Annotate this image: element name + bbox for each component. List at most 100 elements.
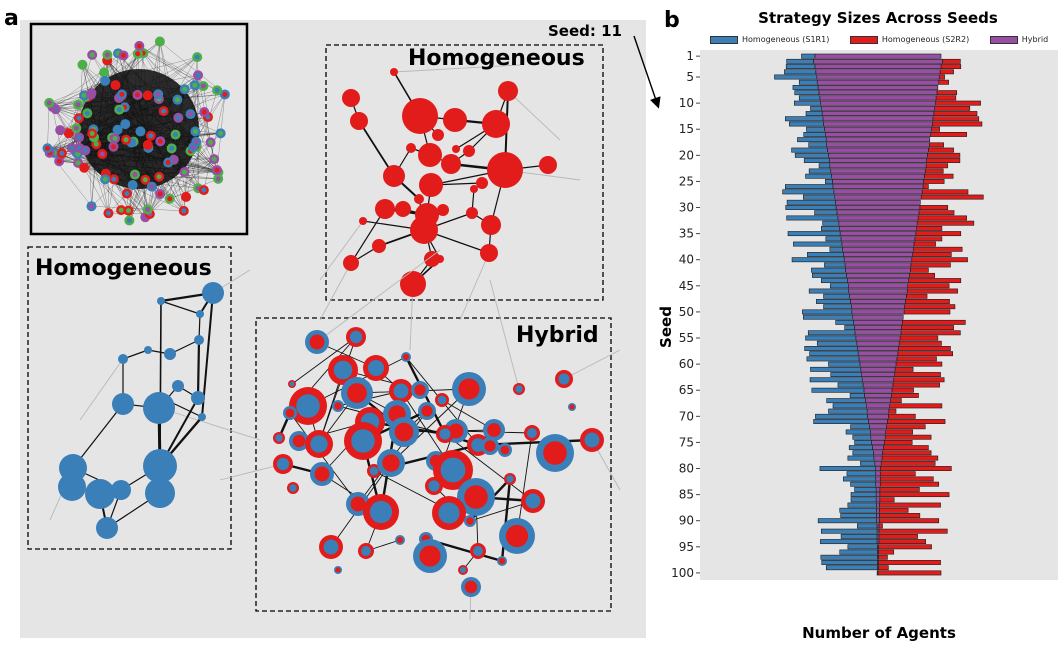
bar-hybrid-seed-18 (826, 142, 930, 148)
hybrid-cluster-node-core (515, 385, 523, 393)
bar-s1r1-seed-27 (782, 189, 835, 195)
full-network-node-core (181, 208, 187, 214)
bar-s1r1-seed-7 (792, 85, 819, 90)
homogeneous-blue-cluster-node (143, 449, 177, 483)
bar-s2r2-seed-23 (924, 168, 944, 174)
bar-hybrid-seed-67 (865, 398, 891, 404)
homogeneous-red-cluster-node (350, 112, 368, 130)
y-tick-label-100: 100 (671, 566, 694, 580)
y-tick-label-70: 70 (679, 409, 694, 423)
bar-s2r2-seed-41 (910, 262, 951, 268)
legend-swatch-s2r2 (849, 35, 878, 44)
homogeneous-blue-cluster-edge (196, 339, 201, 399)
homogeneous-red-cluster-faint-edge (507, 90, 561, 141)
full-network-node-core (116, 107, 122, 113)
full-network-node-core (201, 187, 207, 193)
bar-hybrid-seed-40 (843, 257, 913, 263)
bar-hybrid-seed-84 (875, 486, 881, 492)
bar-s2r2-seed-67 (890, 398, 902, 404)
homogeneous-red-cluster-node (466, 207, 478, 219)
bar-s2r2-seed-85 (879, 492, 950, 498)
bar-hybrid-seed-68 (866, 403, 891, 409)
bar-s1r1-seed-26 (785, 184, 834, 190)
hybrid-cluster-node-core (347, 383, 367, 403)
bar-hybrid-seed-33 (838, 220, 918, 226)
hybrid-cluster-node-core (333, 360, 353, 380)
homogeneous-blue-cluster-node (112, 393, 134, 415)
bar-s2r2-seed-83 (879, 481, 940, 487)
bar-hybrid-seed-77 (873, 450, 883, 456)
bar-s2r2-seed-32 (917, 215, 967, 221)
hybrid-cluster-node-core (543, 441, 567, 465)
full-network-node-core (102, 176, 108, 182)
bar-hybrid-seed-19 (827, 147, 929, 153)
bar-s2r2-seed-55 (899, 335, 939, 341)
hybrid-cluster-node-core (419, 545, 441, 567)
bar-s2r2-seed-52 (902, 319, 966, 325)
full-network-node-core (149, 184, 155, 190)
full-network-node-core (126, 217, 132, 223)
bar-s1r1-seed-71 (813, 419, 869, 424)
homogeneous-blue-cluster-node (145, 478, 175, 508)
full-network-node-core (136, 43, 142, 49)
full-network-node-core (214, 87, 220, 93)
full-network-node-core (122, 121, 128, 127)
hybrid-cluster-node-core (466, 517, 474, 525)
bar-s2r2-seed-2 (942, 58, 961, 64)
bar-s2r2-seed-63 (893, 377, 945, 383)
full-network-node-core (218, 130, 224, 136)
bar-hybrid-seed-98 (877, 560, 879, 565)
legend-item-s1r1: Homogeneous (S1R1) (710, 35, 829, 44)
hybrid-cluster-node-core (464, 580, 478, 594)
bar-s2r2-seed-73 (885, 429, 913, 435)
full-network-node-core (167, 196, 173, 202)
bar-s2r2-seed-43 (909, 272, 936, 278)
homogeneous-red-cluster-node (402, 98, 438, 134)
full-network-node-core (56, 158, 62, 164)
y-tick-label-5: 5 (686, 70, 694, 84)
homogeneous-blue-cluster-faint-edge (159, 407, 261, 441)
homogeneous-blue-cluster-node (198, 413, 206, 421)
bar-s2r2-seed-15 (931, 126, 940, 132)
cluster-title-homogeneous-red: Homogeneous (408, 46, 585, 71)
bar-hybrid-seed-51 (852, 314, 904, 320)
hybrid-cluster-node-core (438, 502, 460, 524)
bar-s1r1-seed-55 (805, 335, 857, 341)
bar-s1r1-seed-10 (794, 100, 821, 106)
panel-a-label: a (4, 6, 19, 31)
full-network-node-core (137, 128, 143, 134)
full-network-node-core (102, 78, 108, 84)
bar-hybrid-seed-70 (867, 413, 889, 419)
hybrid-cluster-node-core (500, 445, 510, 455)
bar-s2r2-seed-96 (878, 549, 895, 555)
bar-hybrid-seed-89 (876, 513, 880, 518)
y-tick-label-95: 95 (679, 540, 694, 554)
full-network-node-core (173, 132, 179, 138)
full-network-node-core (157, 39, 163, 45)
network-graph-svg (27, 22, 621, 621)
full-network-edge (84, 167, 129, 211)
hybrid-cluster-node-core (505, 524, 529, 548)
full-network-node-core (88, 91, 94, 97)
bar-hybrid-seed-1 (814, 53, 942, 59)
homogeneous-red-cluster-node (418, 143, 442, 167)
hybrid-cluster-node-core (402, 353, 410, 361)
bar-hybrid-seed-82 (875, 476, 881, 482)
bar-hybrid-seed-9 (819, 95, 937, 101)
homogeneous-red-cluster-edges (319, 64, 581, 351)
bar-hybrid-seed-79 (874, 460, 882, 466)
hybrid-cluster-node-core (323, 539, 339, 555)
hybrid-cluster-node-core (296, 394, 320, 418)
hybrid-cluster-node-core (367, 359, 385, 377)
bar-hybrid-seed-30 (835, 205, 921, 210)
full-network-edge (139, 45, 204, 87)
bar-hybrid-seed-48 (850, 299, 906, 304)
bar-s1r1-seed-28 (803, 194, 836, 200)
bar-s2r2-seed-21 (926, 158, 961, 163)
bar-s1r1-seed-83 (850, 481, 877, 487)
hybrid-cluster-node-core (351, 429, 375, 453)
full-network-node-core (175, 115, 181, 121)
hybrid-cluster-node-core (459, 566, 467, 574)
bar-s1r1-seed-80 (819, 466, 877, 471)
bar-s2r2-seed-99 (878, 565, 889, 571)
